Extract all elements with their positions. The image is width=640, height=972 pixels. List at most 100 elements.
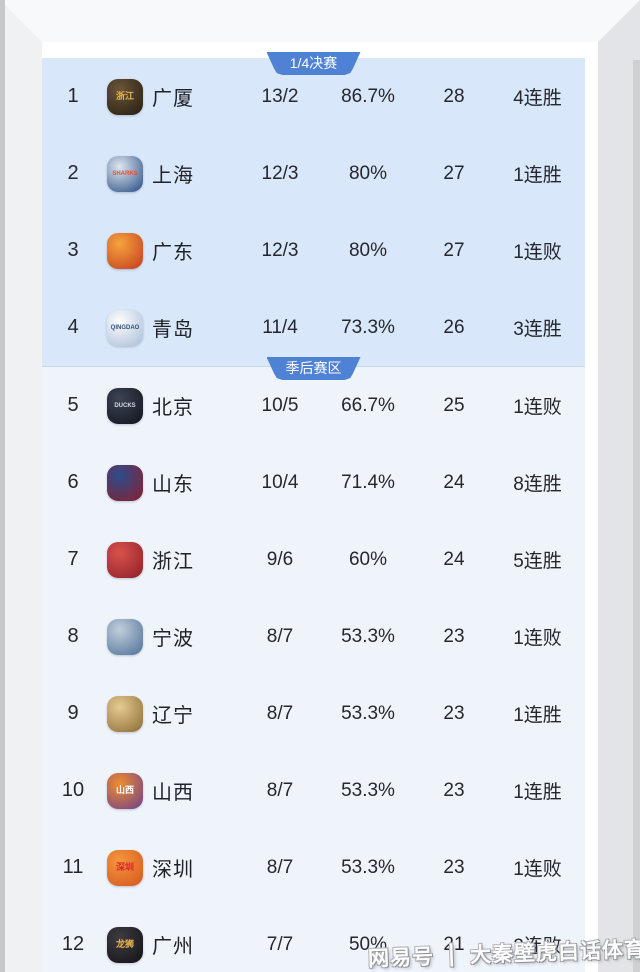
win-pct-cell: 66.7% [341, 394, 395, 416]
record-cell: 7/7 [266, 933, 294, 955]
rank-cell: 8 [67, 625, 79, 647]
team-name: 广东 [152, 242, 194, 264]
team-logo-icon: QINGDAO [107, 309, 143, 346]
points-cell: 23 [443, 702, 465, 724]
win-pct-cell: 53.3% [341, 625, 395, 647]
table-row[interactable]: 2 SHARKS 上海 12/3 80% 27 1连胜 [42, 135, 585, 212]
points-cell: 23 [443, 779, 465, 801]
rank-cell: 4 [67, 316, 79, 338]
record-cell: 12/3 [261, 239, 299, 261]
table-row[interactable]: 5 DUCKS 北京 10/5 66.7% 25 1连败 [42, 367, 585, 444]
team-name: 广厦 [152, 88, 194, 110]
team-logo-icon: SHARKS [107, 155, 143, 192]
team-name: 山东 [152, 474, 194, 496]
top-white-strip [42, 42, 598, 58]
quarterfinal-zone-rows: 1 浙江 广厦 13/2 86.7% 28 4连胜 2 SHARKS 上海 12… [42, 58, 585, 366]
team-logo-icon [107, 232, 143, 269]
table-row[interactable]: 6 山东 10/4 71.4% 24 8连胜 [42, 444, 585, 521]
table-row[interactable]: 7 浙江 9/6 60% 24 5连胜 [42, 521, 585, 598]
team-logo-icon [107, 618, 143, 655]
quarterfinal-zone-section: 1/4决赛 1 浙江 广厦 13/2 86.7% 28 4连胜 2 SHARKS… [42, 52, 585, 366]
points-cell: 25 [443, 394, 465, 416]
playoff-zone-section: 季后赛区 5 DUCKS 北京 10/5 66.7% 25 1连败 6 山东 1… [42, 357, 585, 972]
team-logo-icon: 山西 [107, 772, 143, 809]
streak-cell: 1连败 [513, 859, 562, 880]
team-name: 浙江 [152, 551, 194, 573]
table-row[interactable]: 3 广东 12/3 80% 27 1连败 [42, 212, 585, 289]
streak-cell: 1连胜 [513, 165, 562, 186]
rank-cell: 6 [67, 471, 79, 493]
streak-cell: 1连败 [513, 397, 562, 418]
points-cell: 24 [443, 548, 465, 570]
table-row[interactable]: 8 宁波 8/7 53.3% 23 1连败 [42, 598, 585, 675]
win-pct-cell: 80% [348, 162, 388, 184]
rank-cell: 7 [67, 548, 79, 570]
win-pct-cell: 71.4% [341, 471, 395, 493]
table-row[interactable]: 10 山西 山西 8/7 53.3% 23 1连胜 [42, 752, 585, 829]
playoff-zone-rows: 5 DUCKS 北京 10/5 66.7% 25 1连败 6 山东 10/4 7… [42, 367, 585, 972]
team-logo-icon: DUCKS [107, 387, 143, 424]
team-name: 宁波 [152, 628, 194, 650]
standings-card: 1/4决赛 1 浙江 广厦 13/2 86.7% 28 4连胜 2 SHARKS… [42, 42, 598, 972]
points-cell: 26 [443, 316, 465, 338]
team-logo-icon [107, 541, 143, 578]
record-cell: 11/4 [262, 316, 298, 338]
watermark-separator-icon: 丨 [440, 943, 464, 971]
win-pct-cell: 80% [348, 239, 388, 261]
team-name: 广州 [152, 936, 194, 958]
watermark-author: 大秦壁虎白话体育 [469, 938, 640, 968]
win-pct-cell: 60% [348, 548, 388, 570]
streak-cell: 5连胜 [513, 551, 562, 572]
rank-cell: 1 [67, 85, 79, 107]
rank-cell: 3 [67, 239, 79, 261]
win-pct-cell: 53.3% [341, 702, 395, 724]
points-cell: 27 [443, 239, 465, 261]
record-cell: 8/7 [266, 625, 294, 647]
team-name: 上海 [152, 165, 194, 187]
points-cell: 23 [443, 856, 465, 878]
win-pct-cell: 53.3% [341, 856, 395, 878]
streak-cell: 8连胜 [513, 474, 562, 495]
rank-cell: 2 [67, 162, 79, 184]
table-row[interactable]: 9 辽宁 8/7 53.3% 23 1连胜 [42, 675, 585, 752]
frame-right-edge [633, 60, 640, 972]
streak-cell: 1连败 [513, 242, 562, 263]
win-pct-cell: 50% [348, 933, 388, 955]
points-cell: 27 [443, 162, 465, 184]
streak-cell: 1连胜 [513, 705, 562, 726]
win-pct-cell: 86.7% [341, 85, 395, 107]
team-logo-icon: 龙狮 [107, 926, 143, 963]
rank-cell: 5 [67, 394, 79, 416]
points-cell: 21 [443, 933, 465, 955]
record-cell: 8/7 [266, 856, 294, 878]
table-row[interactable]: 12 龙狮 广州 7/7 50% 21 2连败 [42, 906, 585, 972]
table-row[interactable]: 4 QINGDAO 青岛 11/4 73.3% 26 3连胜 [42, 289, 585, 366]
win-pct-cell: 53.3% [341, 779, 395, 801]
streak-cell: 4连胜 [513, 88, 562, 109]
win-pct-cell: 73.3% [341, 316, 395, 338]
team-name: 辽宁 [152, 705, 194, 727]
rank-cell: 11 [62, 856, 84, 878]
team-logo-icon: 浙江 [107, 78, 143, 115]
streak-cell: 1连败 [513, 628, 562, 649]
team-logo-icon: 深圳 [107, 849, 143, 886]
streak-cell: 2连败 [513, 936, 562, 957]
table-row[interactable]: 1 浙江 广厦 13/2 86.7% 28 4连胜 [42, 58, 585, 135]
team-name: 青岛 [152, 319, 194, 341]
quarterfinal-zone-badge: 1/4决赛 [266, 52, 361, 75]
record-cell: 10/5 [261, 394, 299, 416]
rank-cell: 12 [61, 933, 85, 955]
table-row[interactable]: 11 深圳 深圳 8/7 53.3% 23 1连败 [42, 829, 585, 906]
record-cell: 8/7 [266, 702, 294, 724]
rank-cell: 9 [67, 702, 79, 724]
team-logo-icon [107, 464, 143, 501]
points-cell: 24 [443, 471, 465, 493]
record-cell: 13/2 [261, 85, 299, 107]
frame-left-edge [0, 0, 5, 972]
team-logo-icon [107, 695, 143, 732]
standings-table: 1/4决赛 1 浙江 广厦 13/2 86.7% 28 4连胜 2 SHARKS… [42, 52, 585, 972]
team-name: 北京 [152, 397, 194, 419]
record-cell: 8/7 [266, 779, 294, 801]
points-cell: 23 [443, 625, 465, 647]
